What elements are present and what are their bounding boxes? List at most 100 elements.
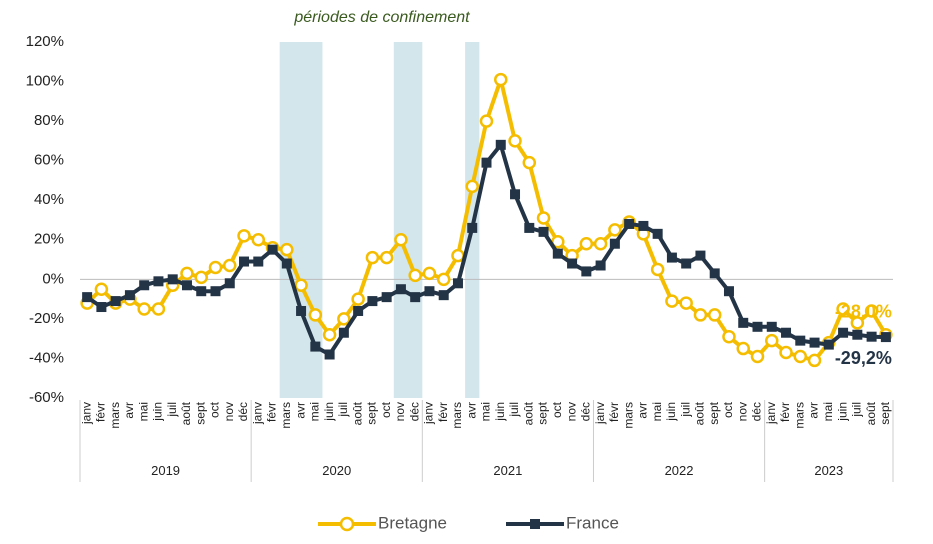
- x-tick-label: févr: [436, 402, 450, 422]
- point: [237, 229, 251, 243]
- point: [139, 280, 150, 291]
- point: [181, 280, 192, 291]
- x-tick-label: sept: [878, 401, 892, 424]
- point: [196, 286, 207, 297]
- x-tick-label: mai: [308, 402, 322, 421]
- point: [595, 260, 606, 271]
- year-label: 2019: [151, 463, 180, 478]
- point: [280, 242, 294, 257]
- point: [353, 305, 364, 316]
- point: [809, 337, 820, 348]
- point: [508, 134, 522, 148]
- x-tick-label: déc: [750, 402, 764, 421]
- point: [707, 308, 722, 322]
- x-tick-label: juin: [835, 402, 849, 422]
- year-label: 2022: [665, 463, 694, 478]
- x-tick-label: avr: [293, 402, 307, 419]
- x-tick-label: oct: [721, 401, 735, 418]
- point: [880, 332, 891, 343]
- point: [180, 266, 194, 281]
- y-tick-label: -40%: [29, 349, 64, 366]
- x-tick-label: févr: [265, 402, 279, 422]
- point: [652, 228, 663, 239]
- point: [709, 268, 720, 279]
- point: [451, 248, 465, 263]
- y-tick-label: -20%: [29, 310, 64, 327]
- point: [766, 321, 777, 332]
- y-tick-label: 20%: [34, 231, 64, 248]
- point: [723, 286, 734, 297]
- point: [96, 302, 107, 313]
- x-tick-label: nov: [393, 402, 407, 421]
- point: [251, 233, 266, 247]
- x-tick-label: mars: [450, 402, 464, 429]
- x-tick-label: févr: [778, 402, 792, 422]
- point: [665, 294, 679, 308]
- point: [253, 256, 264, 267]
- point: [524, 222, 535, 233]
- point: [239, 256, 250, 267]
- point: [424, 286, 435, 297]
- point: [510, 189, 521, 200]
- x-tick-label: juin: [322, 402, 336, 422]
- point: [137, 302, 151, 316]
- x-tick-label: août: [864, 401, 878, 425]
- point: [738, 317, 749, 328]
- point: [379, 250, 394, 265]
- x-tick-label: févr: [94, 402, 108, 422]
- point: [351, 292, 365, 306]
- point: [793, 349, 808, 364]
- point: [124, 290, 135, 301]
- x-tick-label: janv: [250, 402, 264, 425]
- point: [581, 266, 592, 277]
- point: [452, 278, 463, 289]
- point: [410, 292, 421, 303]
- x-tick-label: nov: [735, 402, 749, 421]
- point: [481, 157, 492, 168]
- y-tick-label: 40%: [34, 191, 64, 208]
- x-tick-label: oct: [379, 401, 393, 418]
- x-tick-label: avr: [122, 402, 136, 419]
- x-tick-label: mars: [108, 402, 122, 429]
- x-tick-label: juin: [151, 402, 165, 422]
- x-tick-label: déc: [236, 402, 250, 421]
- point: [194, 270, 208, 285]
- point: [752, 321, 763, 332]
- x-tick-label: août: [179, 401, 193, 425]
- x-tick-label: juil: [336, 402, 350, 418]
- point: [838, 327, 849, 338]
- point: [408, 268, 422, 283]
- point: [223, 258, 237, 273]
- point: [765, 333, 779, 348]
- point: [94, 282, 109, 296]
- y-tick-label: 80%: [34, 112, 64, 129]
- point: [224, 278, 235, 289]
- x-tick-label: juil: [165, 402, 179, 418]
- point: [494, 72, 508, 87]
- point: [294, 278, 308, 293]
- point: [367, 296, 378, 307]
- series-line: [85, 142, 886, 357]
- point: [267, 244, 278, 255]
- value-label: -29,2%: [835, 348, 892, 368]
- point: [151, 302, 166, 316]
- point: [836, 302, 850, 316]
- point: [807, 353, 822, 368]
- x-tick-label: avr: [807, 402, 821, 419]
- x-tick-label: déc: [579, 402, 593, 421]
- x-tick-label: sept: [536, 401, 550, 424]
- x-tick-label: avr: [464, 402, 478, 419]
- point: [695, 250, 706, 261]
- point: [722, 329, 736, 344]
- point: [609, 238, 620, 249]
- value-label: -28,0%: [835, 301, 892, 321]
- y-tick-label: 60%: [34, 152, 64, 169]
- point: [538, 226, 549, 237]
- point: [381, 292, 392, 303]
- point: [779, 345, 793, 360]
- point: [394, 233, 408, 247]
- y-tick-label: -60%: [29, 389, 64, 406]
- x-tick-label: sept: [193, 401, 207, 424]
- legend-label: France: [566, 513, 619, 532]
